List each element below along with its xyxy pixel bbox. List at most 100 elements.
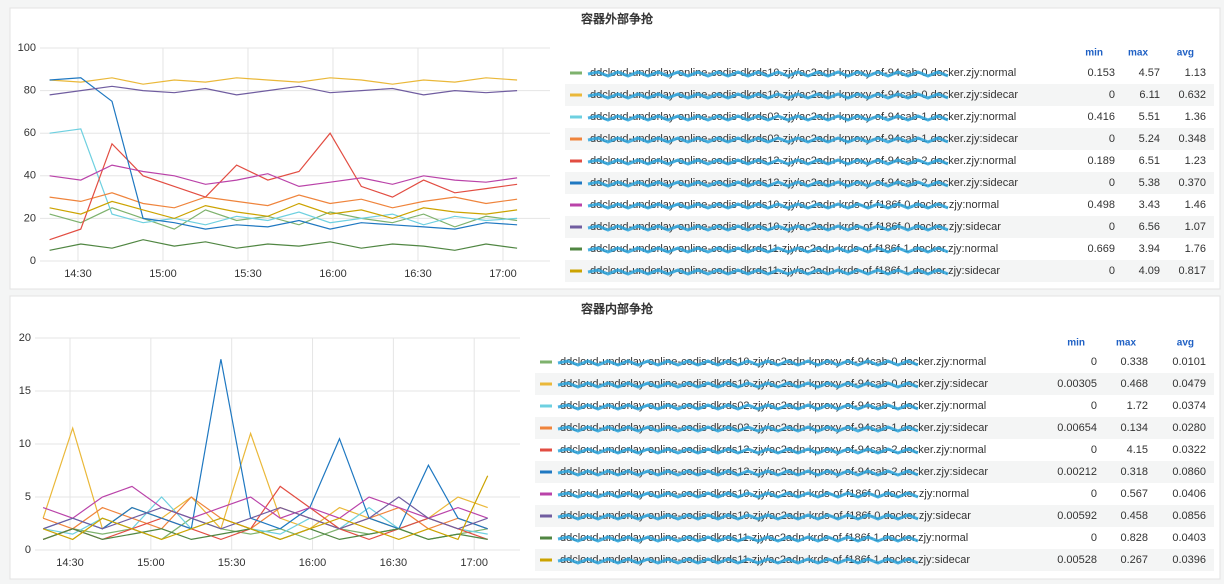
series-line <box>42 485 488 519</box>
stat-value: 0.0396 <box>1172 554 1206 566</box>
legend-swatch <box>570 225 582 229</box>
legend-swatch <box>540 360 552 364</box>
legend-swatch <box>570 115 582 119</box>
stat-value: 0.0101 <box>1172 356 1206 368</box>
legend-swatch <box>570 137 582 141</box>
y-tick-label: 5 <box>25 491 31 503</box>
stat-value: 6.11 <box>1139 89 1160 101</box>
legend-swatch <box>540 558 552 562</box>
legend-swatch <box>570 159 582 163</box>
redaction <box>557 491 919 499</box>
column-header: avg <box>1177 48 1194 59</box>
legend-swatch <box>570 93 582 97</box>
stat-value: 0 <box>1091 532 1097 544</box>
stat-value: 1.46 <box>1185 199 1206 211</box>
series-line <box>42 359 488 530</box>
legend-swatch <box>570 203 582 207</box>
redaction <box>557 513 919 521</box>
stat-value: 0.0479 <box>1172 378 1206 390</box>
x-tick-label: 16:30 <box>380 557 408 569</box>
stat-value: 0.0403 <box>1172 532 1206 544</box>
redaction <box>557 469 919 477</box>
series-line <box>42 496 488 530</box>
redaction <box>587 202 949 210</box>
series-line <box>42 475 489 541</box>
stat-value: 5.38 <box>1139 177 1160 189</box>
x-tick-label: 16:00 <box>319 268 347 280</box>
series-line <box>49 128 518 226</box>
stat-value: 1.23 <box>1185 155 1206 167</box>
stat-value: 0 <box>1091 488 1097 500</box>
stat-value: 0.00528 <box>1057 554 1097 566</box>
stat-value: 0 <box>1091 400 1097 412</box>
legend-swatch <box>540 448 552 452</box>
x-tick-label: 14:30 <box>64 268 92 280</box>
stat-value: 0.134 <box>1120 422 1148 434</box>
stat-value: 0.632 <box>1178 89 1206 101</box>
column-header: max <box>1116 338 1136 349</box>
row-bg <box>565 84 1214 106</box>
stat-value: 1.76 <box>1185 243 1206 255</box>
redaction <box>587 224 949 232</box>
legend-swatch <box>570 181 582 185</box>
stat-value: 0.468 <box>1120 378 1148 390</box>
stat-value: 4.57 <box>1139 67 1160 79</box>
y-tick-label: 100 <box>18 42 36 54</box>
stat-value: 0.458 <box>1120 510 1148 522</box>
y-tick-label: 10 <box>19 438 31 450</box>
stat-value: 0.817 <box>1178 265 1206 277</box>
stat-value: 5.51 <box>1139 111 1160 123</box>
redaction <box>587 268 949 276</box>
y-tick-label: 40 <box>24 170 36 182</box>
x-tick-label: 16:00 <box>299 557 327 569</box>
stat-value: 0.318 <box>1120 466 1148 478</box>
series-line <box>49 200 518 220</box>
legend-swatch <box>540 470 552 474</box>
series-line <box>49 239 518 251</box>
stat-value: 0.370 <box>1178 177 1206 189</box>
redaction <box>587 246 949 254</box>
redaction <box>557 557 919 565</box>
redaction <box>557 425 919 433</box>
stat-value: 0.0860 <box>1172 466 1206 478</box>
series-line <box>49 77 518 230</box>
stat-value: 6.51 <box>1139 155 1160 167</box>
stat-value: 0.0856 <box>1172 510 1206 522</box>
stat-value: 5.24 <box>1139 133 1160 145</box>
stat-value: 0.669 <box>1087 243 1115 255</box>
stat-value: 1.07 <box>1185 221 1206 233</box>
y-tick-label: 20 <box>24 212 36 224</box>
stat-value: 0.416 <box>1087 111 1115 123</box>
stat-value: 0 <box>1109 133 1115 145</box>
stat-value: 6.56 <box>1139 221 1160 233</box>
stat-value: 0.0406 <box>1172 488 1206 500</box>
series-line <box>49 192 518 209</box>
legend-swatch <box>570 247 582 251</box>
x-tick-label: 15:00 <box>137 557 165 569</box>
stat-value: 0 <box>1091 444 1097 456</box>
column-header: min <box>1067 338 1085 349</box>
series-line <box>49 164 518 188</box>
row-bg <box>565 260 1214 282</box>
x-tick-label: 15:30 <box>218 557 246 569</box>
redaction <box>557 381 919 389</box>
redaction <box>587 114 949 122</box>
series-line <box>49 85 518 96</box>
stat-value: 0.498 <box>1087 199 1115 211</box>
panel-title: 容器外部争抢 <box>580 11 654 26</box>
stat-value: 0 <box>1109 221 1115 233</box>
redaction <box>557 535 919 543</box>
stat-value: 1.72 <box>1127 400 1148 412</box>
redaction <box>557 359 919 367</box>
legend-swatch <box>540 382 552 386</box>
column-header: avg <box>1177 338 1194 349</box>
x-tick-label: 17:00 <box>460 557 488 569</box>
x-tick-label: 16:30 <box>404 268 432 280</box>
stat-value: 0.0280 <box>1172 422 1206 434</box>
series-line <box>49 77 518 85</box>
stat-value: 0.348 <box>1178 133 1206 145</box>
x-tick-label: 15:30 <box>234 268 262 280</box>
legend-swatch <box>540 404 552 408</box>
